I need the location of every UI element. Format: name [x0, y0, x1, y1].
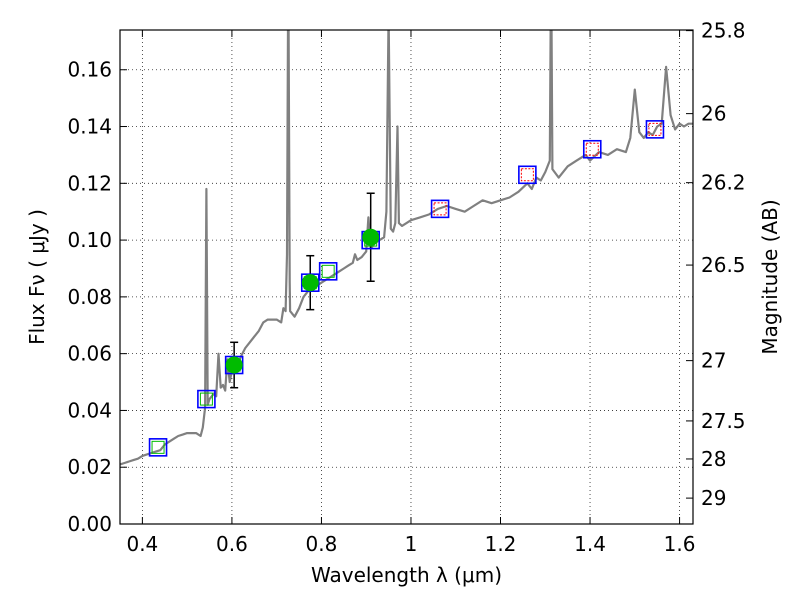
y-axis-title: Flux Fν ( μJy ) — [25, 209, 49, 345]
x-tick-label: 0.8 — [306, 532, 338, 556]
y-tick-label: 0.08 — [67, 285, 112, 309]
model-photometry-inner — [199, 392, 213, 406]
mag-tick-label: 28 — [701, 447, 726, 471]
model-photometry-inner — [433, 202, 447, 216]
axis-ticks: 0.4 0.6 0.8 1 1.2 1.4 1.6 0.00 0.02 0.04 0.06 0.08 0… — [67, 19, 745, 556]
model-photometry-inner — [321, 264, 335, 278]
model-photometry-inner — [648, 122, 662, 136]
mag-tick-label: 26.5 — [701, 253, 746, 277]
mag-tick-label: 26.2 — [701, 171, 746, 195]
mag-tick-label: 29 — [701, 486, 726, 510]
observed-point — [301, 274, 319, 292]
x-axis-title: Wavelength λ (μm) — [311, 563, 502, 587]
plot-area — [120, 30, 693, 466]
model-photometry-box — [518, 165, 537, 185]
model-photometry-box — [582, 139, 602, 159]
y-tick-label: 0.10 — [67, 228, 112, 252]
x-tick-label: 1.4 — [574, 532, 606, 556]
model-photometry-box — [197, 389, 216, 409]
x-tick-label: 0.4 — [126, 532, 158, 556]
y-tick-label: 0.06 — [67, 342, 112, 366]
y2-axis-title: Magnitude (AB) — [758, 199, 782, 354]
x-tick-label: 1.2 — [485, 532, 517, 556]
mag-tick-label: 26 — [701, 102, 726, 126]
observed-point — [225, 356, 243, 374]
model-photometry-box — [430, 199, 450, 219]
x-tick-label: 1 — [405, 532, 418, 556]
mag-tick-label: 25.8 — [701, 19, 746, 43]
mag-tick-label: 27 — [701, 349, 726, 373]
y-tick-label: 0.04 — [67, 398, 112, 422]
mag-tick-label: 27.5 — [701, 409, 746, 433]
model-spectrum-line — [120, 30, 693, 466]
x-tick-label: 1.6 — [664, 532, 696, 556]
observed-point — [362, 228, 380, 246]
y-tick-label: 0.02 — [67, 455, 112, 479]
y-tick-label: 0.00 — [67, 512, 112, 536]
y-tick-label: 0.16 — [67, 58, 112, 82]
y-tick-label: 0.12 — [67, 171, 112, 195]
axes-frame — [119, 29, 694, 525]
y-tick-label: 0.14 — [67, 115, 112, 139]
model-photometry-box — [318, 262, 338, 281]
model-photometry-inner — [520, 168, 534, 182]
model-photometry-inner — [585, 142, 599, 156]
model-photometry-box — [148, 438, 168, 457]
model-photometry-inner — [151, 440, 165, 454]
x-tick-label: 0.6 — [216, 532, 248, 556]
model-photometry-box — [645, 120, 665, 139]
